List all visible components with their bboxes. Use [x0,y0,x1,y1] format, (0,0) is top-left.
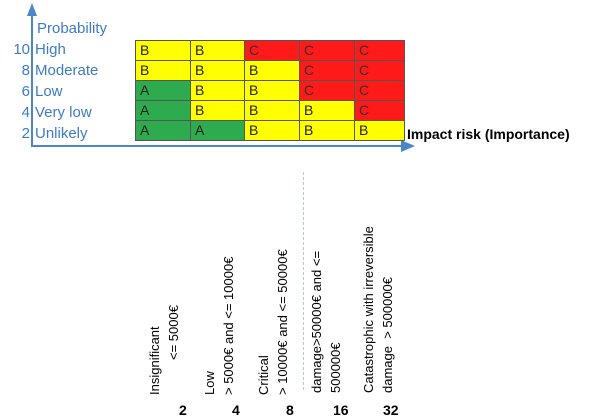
probability-label: Unlikely [35,125,88,142]
column-separator [303,172,304,390]
x-axis-line [31,145,403,147]
risk-cell: B [300,101,355,121]
risk-cell: C [355,41,405,61]
risk-cell: C [300,61,355,81]
y-axis-arrow-icon [27,3,37,16]
impact-desc-line1: Insignificant [147,326,162,395]
risk-cell: A [136,121,191,141]
impact-desc-line2: <= 5000€ [166,305,181,360]
impact-value: 4 [232,402,240,418]
probability-label: Moderate [35,62,99,79]
probability-value: 8 [21,62,30,79]
impact-desc-line1: Critical [256,355,271,395]
impact-value: 16 [333,402,349,418]
risk-cell: B [136,61,191,81]
impact-desc-line1: Low [202,371,217,395]
impact-desc-line2: > 5000€ and <= 10000€ [221,256,236,395]
y-axis-title: Probability [37,20,108,37]
risk-cell: B [245,81,300,101]
probability-value: 10 [13,41,30,58]
probability-label: Very low [35,104,92,121]
risk-cell: B [355,121,405,141]
risk-cell: A [136,101,191,121]
risk-cell: C [355,81,405,101]
impact-desc-line2: > 10000€ and <= 50000€ [275,249,290,395]
risk-cell: B [191,101,245,121]
risk-cell: B [136,41,191,61]
impact-value: 2 [179,402,187,418]
risk-cell: B [245,61,300,81]
impact-value: 32 [383,402,399,418]
probability-value: 6 [21,83,30,100]
probability-value: 2 [21,125,30,142]
probability-label: Low [35,83,63,100]
y-axis-line [31,14,33,146]
risk-cell: B [245,101,300,121]
impact-desc-line1: damage>50000€ and <= [309,250,324,393]
impact-desc-line1: Catastrophic with irreversible [361,226,376,393]
probability-value: 4 [21,104,30,121]
risk-cell: B [300,121,355,141]
x-axis-arrow-icon [401,140,415,152]
risk-cell: A [136,81,191,101]
risk-cell: C [355,101,405,121]
risk-cell: C [300,81,355,101]
risk-cell: C [355,61,405,81]
risk-cell: C [245,41,300,61]
impact-desc-line2: 500000€ [328,342,343,393]
risk-cell: B [191,61,245,81]
probability-label: High [35,41,66,58]
risk-cell: C [300,41,355,61]
risk-cell: B [245,121,300,141]
x-axis-title: Impact risk (Importance) [407,126,570,142]
risk-cell: B [191,41,245,61]
risk-cell: B [191,81,245,101]
impact-desc-line2: damage > 500000€ [380,276,395,393]
risk-cell: A [191,121,245,141]
impact-value: 8 [286,402,294,418]
